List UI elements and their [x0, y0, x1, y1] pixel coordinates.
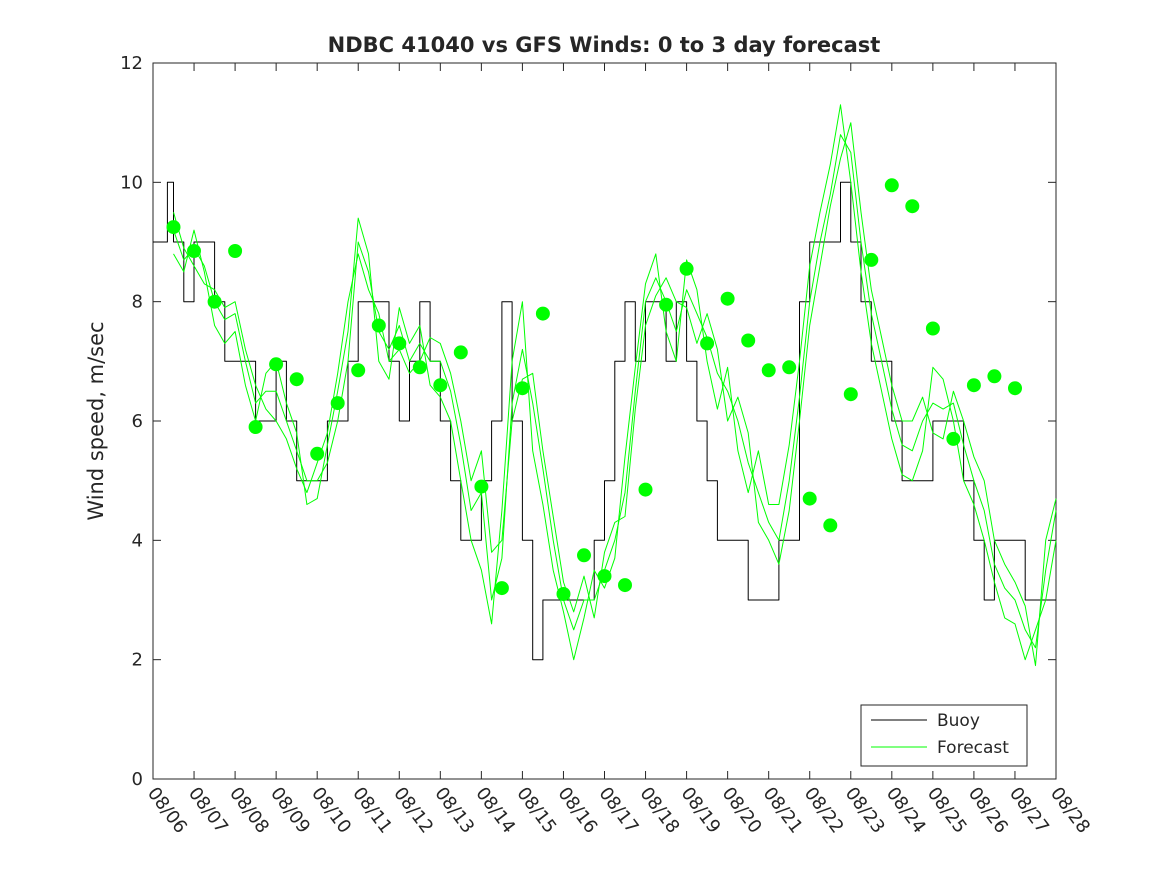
forecast-marker — [905, 199, 920, 214]
y-tick-label: 12 — [120, 53, 143, 74]
forecast-marker — [556, 587, 571, 601]
forecast-marker — [925, 321, 940, 336]
y-axis-label: Wind speed, m/sec — [84, 321, 108, 520]
forecast-marker — [966, 378, 981, 393]
legend-box — [860, 704, 1028, 767]
forecast-marker — [330, 396, 345, 411]
forecast-marker — [412, 360, 427, 375]
forecast-marker — [679, 261, 694, 276]
forecast-marker — [823, 518, 838, 533]
forecast-marker — [843, 387, 858, 402]
forecast-marker — [802, 491, 817, 506]
forecast-marker — [187, 244, 201, 258]
forecast-marker — [515, 381, 530, 396]
forecast-marker — [700, 336, 715, 351]
forecast-marker — [207, 294, 222, 309]
forecast-marker — [535, 306, 550, 321]
y-tick-label: 8 — [132, 292, 143, 313]
forecast-marker — [987, 369, 1002, 384]
forecast-marker — [618, 578, 632, 593]
y-tick-label: 6 — [132, 411, 143, 432]
forecast-marker — [720, 291, 735, 306]
legend-buoy-label: Buoy — [937, 711, 980, 731]
forecast-marker — [884, 178, 899, 193]
forecast-marker — [166, 220, 181, 235]
y-tick-label: 2 — [132, 650, 143, 671]
forecast-marker — [433, 378, 448, 393]
forecast-marker — [474, 479, 489, 494]
forecast-series-line — [173, 134, 1057, 649]
forecast-series-line — [173, 104, 1057, 661]
forecast-marker — [351, 363, 366, 378]
forecast-marker — [392, 336, 407, 351]
forecast-marker — [310, 446, 325, 461]
forecast-marker — [248, 420, 263, 434]
forecast-marker — [371, 318, 386, 333]
forecast-marker — [1008, 381, 1022, 396]
forecast-marker — [228, 244, 243, 258]
forecast-marker — [577, 548, 591, 563]
forecast-marker — [946, 431, 961, 446]
forecast-marker — [289, 372, 304, 387]
y-tick-label: 4 — [132, 530, 143, 551]
legend: Buoy Forecast — [860, 704, 1028, 767]
y-tick-label: 10 — [120, 172, 143, 193]
forecast-marker — [782, 360, 797, 375]
forecast-marker — [659, 297, 674, 312]
forecast-marker — [269, 357, 284, 372]
forecast-marker — [761, 363, 776, 378]
forecast-marker — [638, 482, 653, 497]
forecast-marker — [864, 252, 879, 267]
forecast-marker — [453, 345, 468, 360]
forecast-marker — [741, 333, 756, 348]
chart-title: NDBC 41040 vs GFS Winds: 0 to 3 day fore… — [328, 33, 881, 57]
forecast-marker — [494, 581, 509, 596]
y-tick-label: 0 — [132, 769, 143, 790]
legend-forecast-label: Forecast — [937, 738, 1009, 758]
forecast-marker — [597, 569, 612, 584]
